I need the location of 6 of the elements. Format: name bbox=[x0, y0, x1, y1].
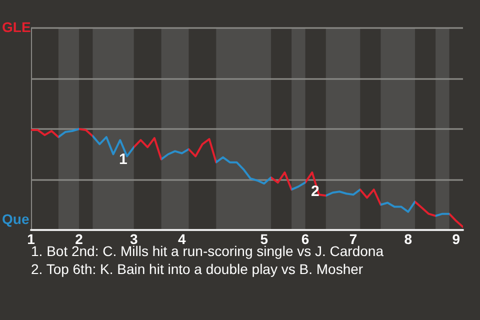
text: Que bbox=[2, 211, 30, 227]
x-tick-label: 8 bbox=[404, 231, 412, 247]
text: 2. Top 6th: K. Bain hit into a double play vs B. Mosher bbox=[31, 261, 364, 277]
text: GLE bbox=[2, 19, 31, 35]
x-tick-label: 9 bbox=[452, 231, 460, 247]
annotation: 1 bbox=[119, 151, 128, 168]
